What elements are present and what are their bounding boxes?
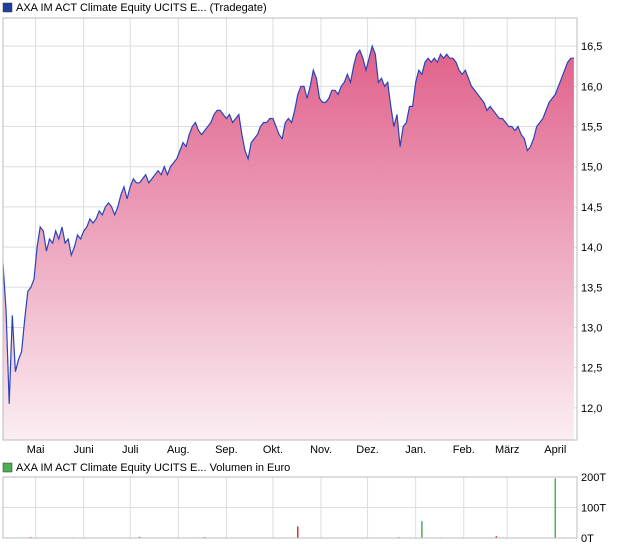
volume-bar bbox=[138, 536, 141, 538]
price-y-tick-label: 14,5 bbox=[581, 202, 602, 214]
price-x-tick-label: Mai bbox=[27, 444, 45, 456]
price-y-tick-label: 16,5 bbox=[581, 41, 602, 53]
volume-bar bbox=[495, 536, 498, 538]
price-plot-frame bbox=[2, 17, 578, 441]
price-x-tick-label: Sep. bbox=[215, 444, 238, 456]
price-x-tick-label: Juni bbox=[74, 444, 94, 456]
price-x-tick-label: Aug. bbox=[167, 444, 190, 456]
price-area-fill bbox=[3, 46, 574, 440]
price-y-tick-label: 15,0 bbox=[581, 162, 602, 174]
volume-bar bbox=[554, 478, 557, 538]
price-x-tick-label: Okt. bbox=[263, 444, 283, 456]
volume-bar bbox=[297, 526, 299, 538]
price-y-tick-label: 16,0 bbox=[581, 81, 602, 93]
price-x-tick-label: Nov. bbox=[310, 444, 332, 456]
price-x-tick-label: Feb. bbox=[453, 444, 475, 456]
price-x-tick-label: Jan. bbox=[405, 444, 426, 456]
price-x-tick-label: April bbox=[544, 444, 566, 456]
volume-bar bbox=[421, 521, 423, 538]
price-y-tick-label: 15,5 bbox=[581, 122, 602, 134]
price-legend-swatch bbox=[2, 2, 13, 13]
volume-legend-label: AXA IM ACT Climate Equity UCITS E... Vol… bbox=[16, 462, 290, 474]
price-line bbox=[3, 44, 574, 404]
price-x-tick-label: März bbox=[495, 444, 519, 456]
price-x-tick-label: Juli bbox=[122, 444, 139, 456]
price-y-tick-label: 12,0 bbox=[581, 403, 602, 415]
price-y-tick-label: 13,5 bbox=[581, 282, 602, 294]
volume-legend-swatch bbox=[2, 462, 13, 473]
price-y-tick-label: 13,0 bbox=[581, 322, 602, 334]
volume-y-tick-label: 0T bbox=[581, 533, 594, 545]
price-y-tick-label: 12,5 bbox=[581, 363, 602, 375]
volume-plot-frame bbox=[2, 476, 578, 539]
volume-y-tick-label: 200T bbox=[581, 472, 606, 484]
price-x-tick-label: Dez. bbox=[356, 444, 379, 456]
price-legend-label: AXA IM ACT Climate Equity UCITS E... (Tr… bbox=[16, 2, 267, 14]
volume-y-tick-label: 100T bbox=[581, 503, 606, 515]
price-y-tick-label: 14,0 bbox=[581, 242, 602, 254]
